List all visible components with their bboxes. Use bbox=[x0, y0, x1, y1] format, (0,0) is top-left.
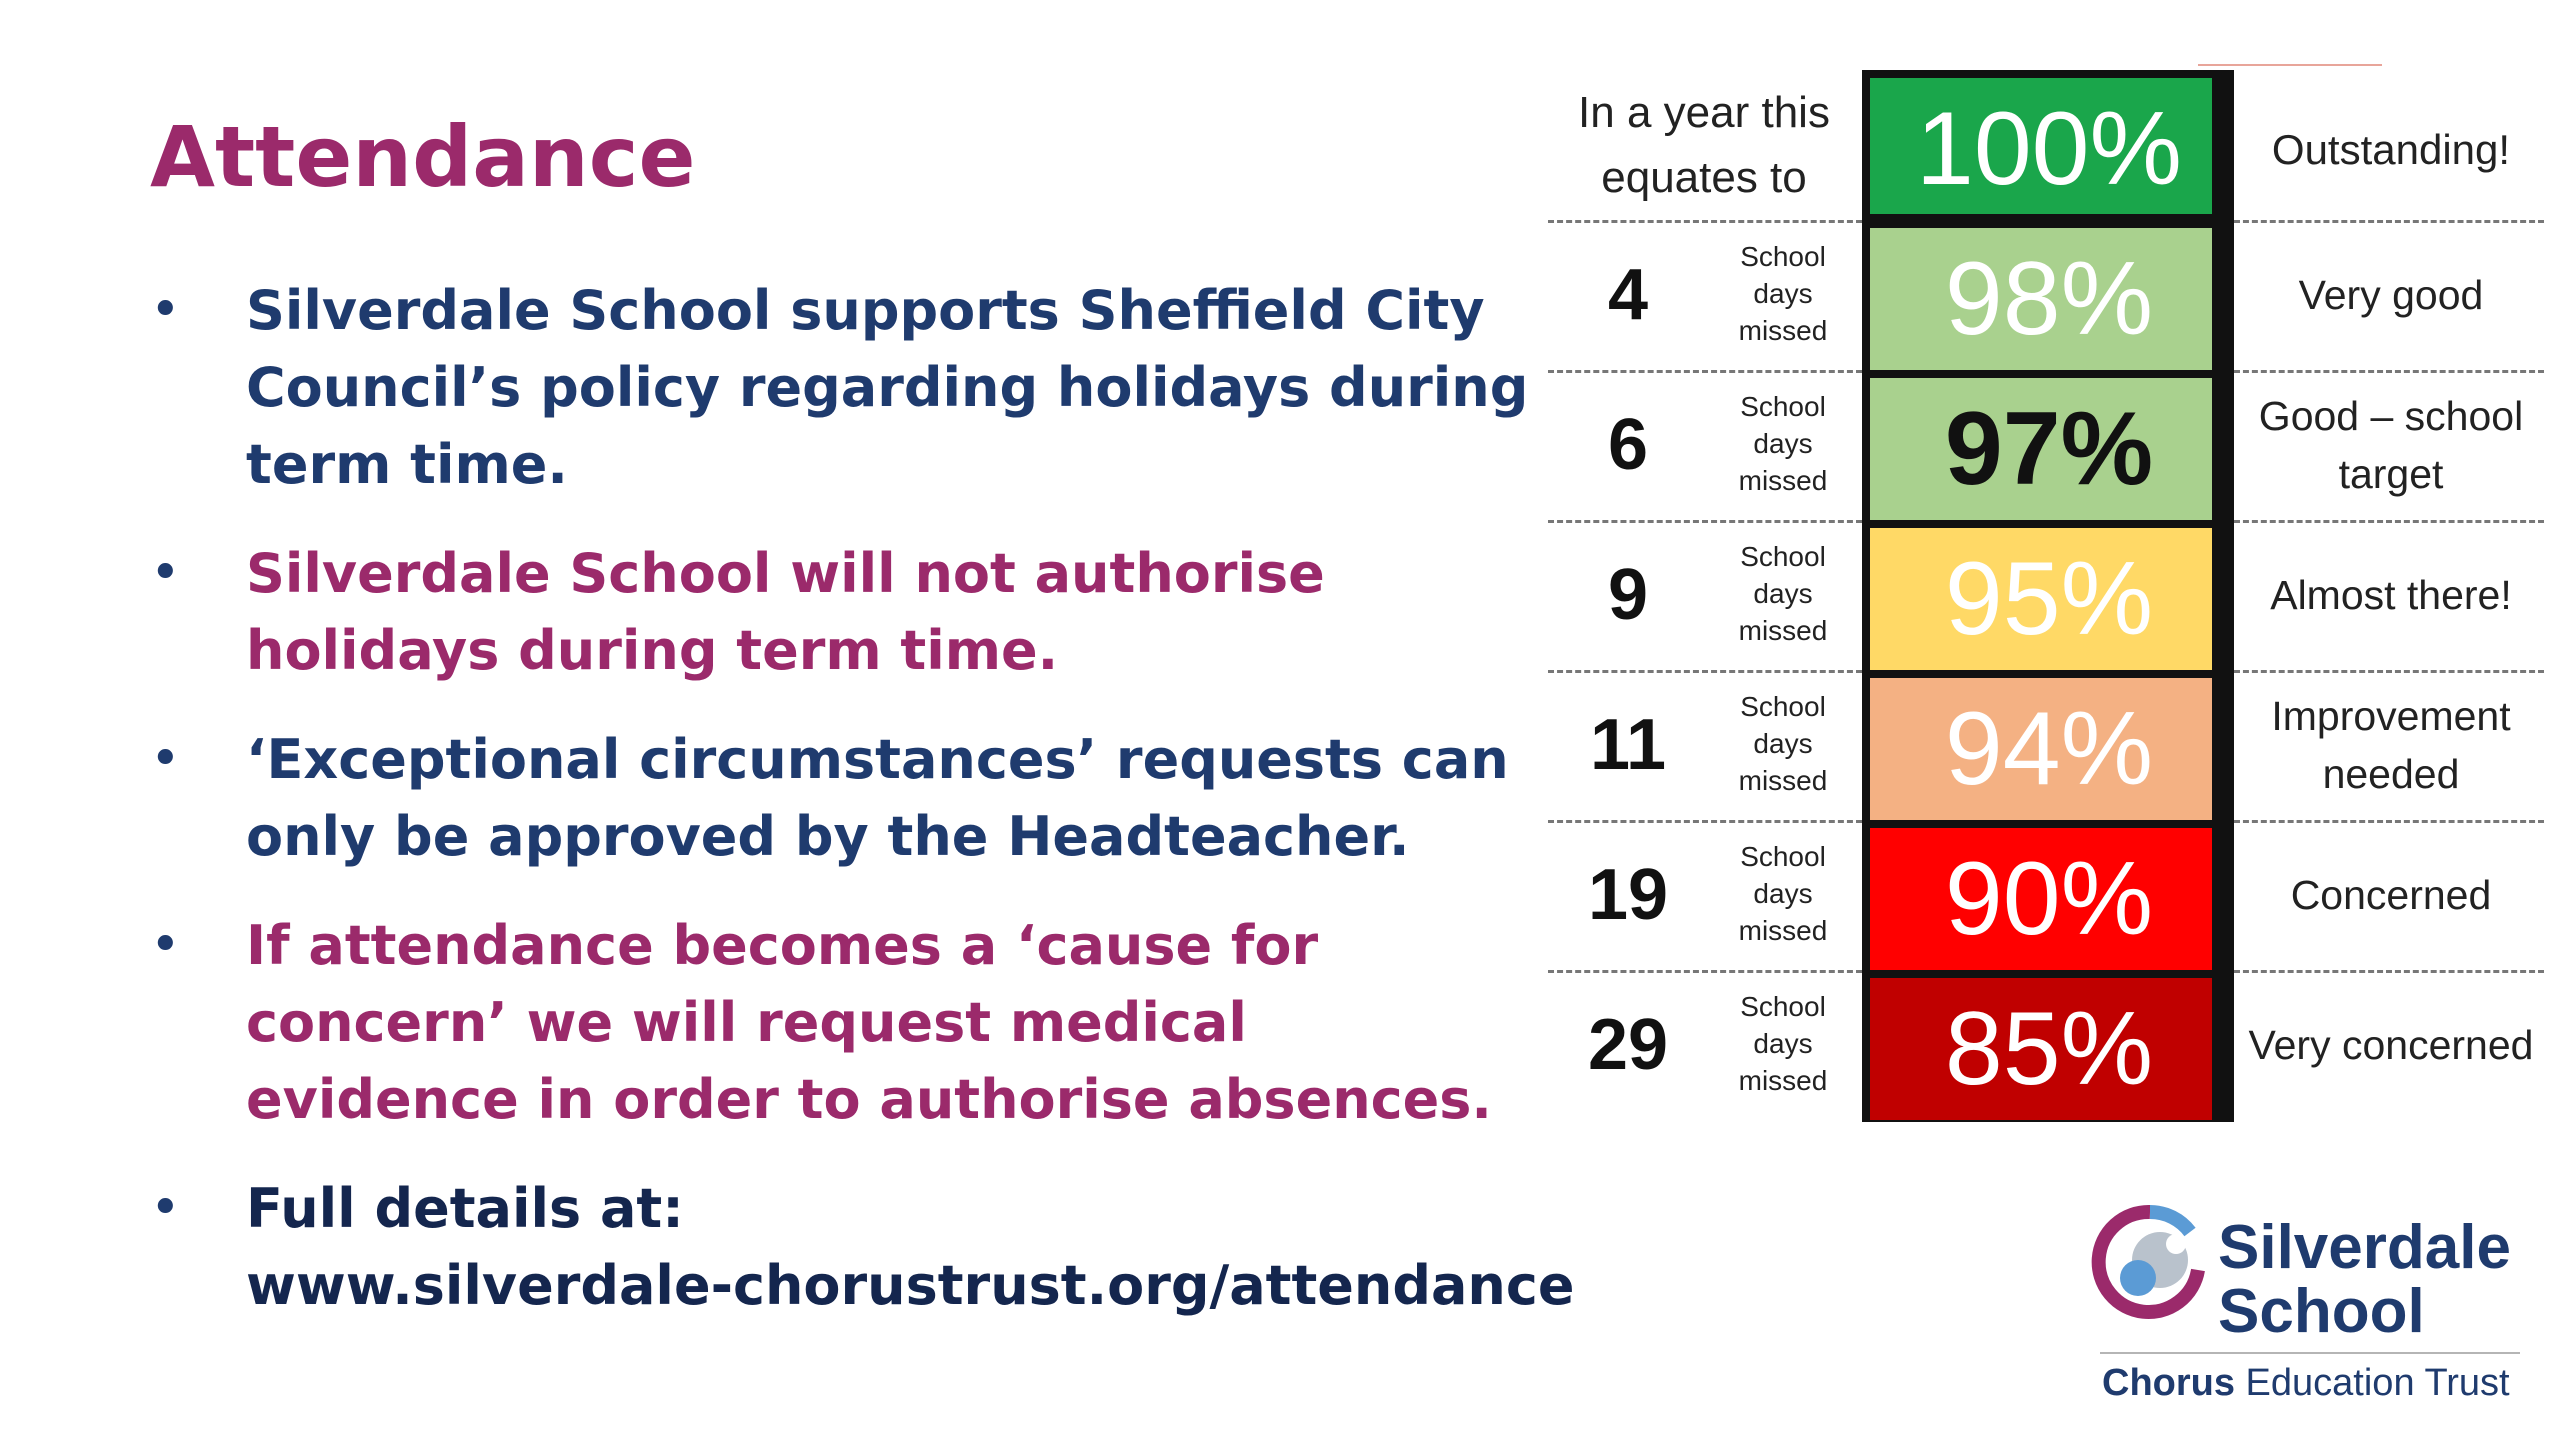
bullet-item: • Full details at: www.silverdale-chorus… bbox=[150, 1170, 1575, 1324]
row-divider bbox=[2234, 970, 2544, 973]
row-divider bbox=[2234, 820, 2544, 823]
attendance-table: In a year this equates to 100% 98% 97% 95% 9… bbox=[1548, 64, 2544, 1122]
row-divider bbox=[2234, 370, 2544, 373]
decorative-line bbox=[2198, 64, 2382, 66]
row-description: Concerned bbox=[2290, 872, 2492, 918]
bullet-text-holidays: Silverdale School will not authorise hol… bbox=[246, 542, 1325, 682]
row-divider bbox=[1548, 970, 1862, 973]
days-missed-value: 4 bbox=[1607, 255, 1649, 335]
days-missed-value: 19 bbox=[1587, 855, 1669, 935]
percent-value: 97% bbox=[1944, 391, 2154, 507]
percent-value: 90% bbox=[1944, 841, 2154, 957]
details-link[interactable]: www.silverdale-chorustrust.org/attendanc… bbox=[246, 1254, 1575, 1317]
logo-wordmark: Silverdale School bbox=[2218, 1216, 2511, 1344]
percent-cell: 90% bbox=[1870, 828, 2212, 970]
row-divider bbox=[1548, 820, 1862, 823]
bullet-item: • Silverdale School supports Sheffield C… bbox=[150, 272, 1530, 503]
logo-divider bbox=[2100, 1352, 2520, 1354]
bullet-icon: • bbox=[150, 280, 181, 340]
days-missed-label: School days missed bbox=[1738, 391, 1828, 496]
row-divider bbox=[1548, 520, 1862, 523]
percent-cell: 94% bbox=[1870, 678, 2212, 820]
percent-cell: 85% bbox=[1870, 978, 2212, 1120]
row-description: Outstanding! bbox=[2271, 126, 2511, 173]
bullet-icon: • bbox=[150, 543, 181, 603]
bullet-text-policy: Silverdale School supports Sheffield Cit… bbox=[246, 279, 1529, 496]
days-missed-value: 29 bbox=[1587, 1005, 1669, 1085]
days-missed-label: School days missed bbox=[1738, 841, 1828, 946]
percent-value: 98% bbox=[1944, 241, 2154, 357]
days-missed-label: School days missed bbox=[1738, 991, 1828, 1096]
school-logo: Silverdale School Chorus Education Trust bbox=[2090, 1200, 2530, 1420]
logo-trust-bold: Chorus bbox=[2102, 1362, 2235, 1404]
days-missed-label: School days missed bbox=[1738, 241, 1828, 346]
bullet-item: • ‘Exceptional circumstances’ requests c… bbox=[150, 721, 1530, 875]
row-description: Very good bbox=[2298, 272, 2484, 318]
page-title: Attendance bbox=[150, 108, 696, 206]
bullet-text-exceptional: ‘Exceptional circumstances’ requests can… bbox=[246, 728, 1509, 868]
days-missed-value: 9 bbox=[1607, 555, 1649, 635]
row-divider bbox=[2234, 220, 2544, 223]
percent-cell: 98% bbox=[1870, 228, 2212, 370]
row-description: Almost there! bbox=[2270, 572, 2512, 618]
details-label: Full details at: bbox=[246, 1177, 684, 1240]
percent-value: 95% bbox=[1944, 541, 2154, 657]
percent-value: 94% bbox=[1944, 691, 2154, 807]
row-divider bbox=[1548, 370, 1862, 373]
percent-value: 100% bbox=[1916, 91, 2182, 207]
row-description: Improvement needed bbox=[2271, 693, 2511, 797]
bullet-icon: • bbox=[150, 729, 181, 789]
logo-trust-rest: Education Trust bbox=[2235, 1362, 2510, 1404]
bullet-icon: • bbox=[150, 915, 181, 975]
bullet-text-concern: If attendance becomes a ‘cause for conce… bbox=[246, 914, 1492, 1131]
row-description: Good – school target bbox=[2258, 393, 2524, 497]
logo-name-line1: Silverdale bbox=[2218, 1213, 2511, 1282]
logo-emblem-icon bbox=[2091, 1204, 2205, 1319]
row-divider bbox=[1548, 220, 1862, 223]
bullet-item: • Silverdale School will not authorise h… bbox=[150, 535, 1530, 689]
percent-cell: 95% bbox=[1870, 528, 2212, 670]
row-description: Very concerned bbox=[2248, 1022, 2534, 1068]
bullet-list: • Silverdale School supports Sheffield C… bbox=[150, 272, 1575, 1356]
days-missed-label: School days missed bbox=[1738, 691, 1828, 796]
bullet-item: • If attendance becomes a ‘cause for con… bbox=[150, 907, 1530, 1138]
days-missed-label: School days missed bbox=[1738, 541, 1828, 646]
table-header-equates: In a year this equates to bbox=[1578, 88, 1830, 202]
days-missed-value: 6 bbox=[1607, 405, 1649, 485]
percent-cell: 100% bbox=[1870, 78, 2212, 214]
percent-value: 85% bbox=[1944, 991, 2154, 1107]
row-divider bbox=[2234, 670, 2544, 673]
row-divider bbox=[1548, 670, 1862, 673]
logo-name-line2: School bbox=[2218, 1277, 2425, 1346]
days-missed-value: 11 bbox=[1589, 705, 1667, 785]
percent-cell: 97% bbox=[1870, 378, 2212, 520]
percentage-column: 100% 98% 97% 95% 94% 90% 85% bbox=[1862, 70, 2234, 1122]
bullet-icon: • bbox=[150, 1178, 181, 1238]
logo-trust-name: Chorus Education Trust bbox=[2102, 1362, 2510, 1405]
row-divider bbox=[2234, 520, 2544, 523]
